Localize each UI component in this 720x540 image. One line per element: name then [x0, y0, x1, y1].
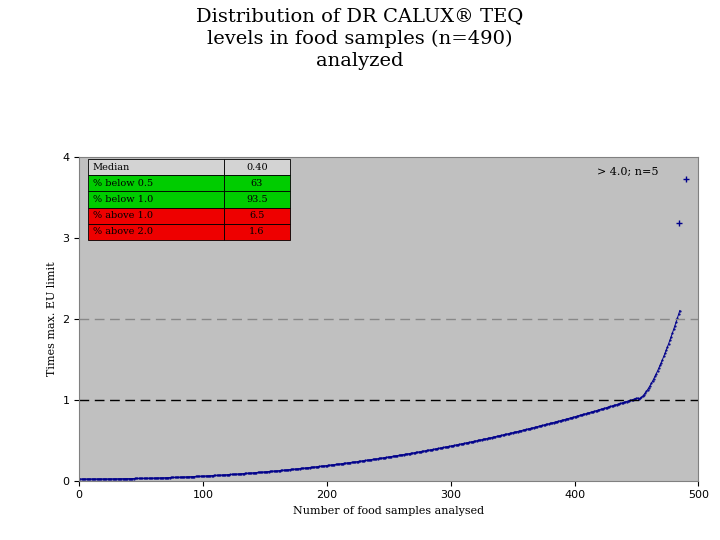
Bar [88, 192, 224, 207]
Bar [224, 208, 289, 224]
Text: 63: 63 [251, 179, 263, 188]
Bar [224, 159, 289, 175]
Bar [88, 208, 224, 224]
Text: > 4.0; n=5: > 4.0; n=5 [597, 167, 658, 177]
Y-axis label: Times max. EU limit: Times max. EU limit [47, 261, 57, 376]
Text: % below 1.0: % below 1.0 [93, 195, 153, 204]
Text: Distribution of DR CALUX® TEQ
levels in food samples (n=490)
analyzed: Distribution of DR CALUX® TEQ levels in … [197, 8, 523, 70]
Bar [88, 224, 224, 240]
Bar [224, 176, 289, 192]
Bar [224, 224, 289, 240]
Bar [224, 192, 289, 207]
Text: 93.5: 93.5 [246, 195, 268, 204]
Bar [88, 159, 224, 175]
Bar [88, 176, 224, 192]
Text: Median: Median [93, 163, 130, 172]
Text: 0.40: 0.40 [246, 163, 268, 172]
Text: % above 1.0: % above 1.0 [93, 211, 153, 220]
X-axis label: Number of food samples analysed: Number of food samples analysed [293, 506, 485, 516]
Text: % above 2.0: % above 2.0 [93, 227, 153, 237]
Text: 1.6: 1.6 [249, 227, 265, 237]
Text: 6.5: 6.5 [249, 211, 264, 220]
Text: % below 0.5: % below 0.5 [93, 179, 153, 188]
